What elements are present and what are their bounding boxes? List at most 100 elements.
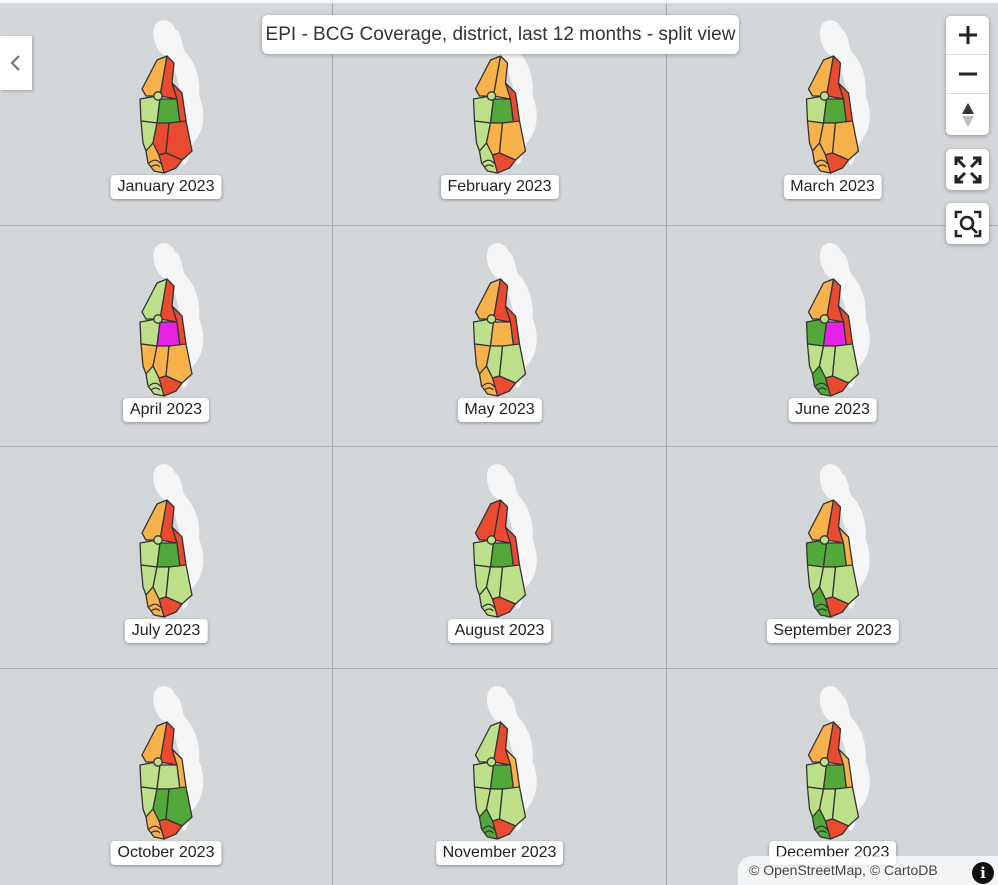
district-region[interactable] <box>822 542 848 568</box>
district-region[interactable] <box>478 365 499 397</box>
district-map[interactable] <box>333 447 666 668</box>
district-map[interactable] <box>0 226 332 446</box>
district-map[interactable] <box>667 226 998 446</box>
town-marker[interactable] <box>819 314 830 324</box>
town-marker[interactable] <box>486 91 497 101</box>
zoom-out-button[interactable] <box>946 55 989 94</box>
district-region[interactable] <box>165 343 193 384</box>
region-boundary <box>484 387 494 391</box>
district-region[interactable] <box>811 586 832 618</box>
fullscreen-button[interactable] <box>946 149 989 190</box>
district-region[interactable] <box>811 365 832 397</box>
district-region[interactable] <box>822 98 848 124</box>
district-region[interactable] <box>141 721 168 763</box>
split-map-view[interactable]: January 2023 February 2023 March 2023 April… <box>0 3 998 885</box>
map-panel[interactable]: July 2023 <box>0 447 332 668</box>
district-region[interactable] <box>165 786 193 827</box>
district-region[interactable] <box>807 721 835 763</box>
district-region[interactable] <box>478 586 499 618</box>
land-area <box>486 243 537 388</box>
district-region[interactable] <box>478 142 499 174</box>
district-region[interactable] <box>145 365 165 397</box>
zoom-to-extent-button[interactable] <box>946 203 989 244</box>
district-region[interactable] <box>141 278 168 320</box>
map-panel[interactable]: June 2023 <box>667 226 998 446</box>
district-map[interactable] <box>0 447 332 668</box>
district-region[interactable] <box>822 321 848 347</box>
district-region[interactable] <box>831 786 860 827</box>
district-map[interactable] <box>667 669 998 885</box>
district-region[interactable] <box>145 586 165 618</box>
town-marker[interactable] <box>486 314 497 324</box>
district-region[interactable] <box>165 120 193 161</box>
district-region[interactable] <box>156 764 181 790</box>
district-region[interactable] <box>498 120 527 161</box>
district-region[interactable] <box>165 564 193 605</box>
panel-divider <box>0 446 998 447</box>
map-panel[interactable]: September 2023 <box>667 447 998 668</box>
district-region[interactable] <box>807 278 835 320</box>
district-region[interactable] <box>807 55 835 97</box>
town-marker[interactable] <box>153 91 163 101</box>
month-label: September 2023 <box>766 619 899 643</box>
district-region[interactable] <box>474 278 502 320</box>
district-region[interactable] <box>498 786 527 827</box>
district-region[interactable] <box>145 808 165 840</box>
region-boundary <box>148 825 162 831</box>
map-panel[interactable]: April 2023 <box>0 226 332 446</box>
land-area <box>153 20 204 165</box>
district-region[interactable] <box>489 321 515 347</box>
district-region[interactable] <box>474 499 502 541</box>
map-attribution[interactable]: © OpenStreetMap, © CartoDB <box>738 856 998 885</box>
district-region[interactable] <box>489 542 515 568</box>
district-region[interactable] <box>474 721 502 763</box>
town-marker[interactable] <box>819 91 830 101</box>
town-marker[interactable] <box>819 535 830 545</box>
district-region[interactable] <box>156 98 181 124</box>
town-marker[interactable] <box>486 535 497 545</box>
district-map[interactable] <box>333 3 666 225</box>
district-region[interactable] <box>811 808 832 840</box>
district-region[interactable] <box>156 321 181 347</box>
district-map[interactable] <box>333 669 666 885</box>
district-map[interactable] <box>667 447 998 668</box>
district-region[interactable] <box>498 343 527 384</box>
district-map[interactable] <box>333 226 666 446</box>
land-area <box>819 464 870 609</box>
info-icon[interactable]: i <box>972 862 994 884</box>
town-marker[interactable] <box>486 757 497 767</box>
town-marker[interactable] <box>153 757 163 767</box>
map-panel[interactable]: October 2023 <box>0 669 332 885</box>
map-panel[interactable]: December 2023 <box>667 669 998 885</box>
district-region[interactable] <box>156 542 181 568</box>
reset-bearing-button[interactable] <box>946 94 989 135</box>
district-map[interactable] <box>0 669 332 885</box>
district-region[interactable] <box>489 98 515 124</box>
district-region[interactable] <box>822 764 848 790</box>
map-panel[interactable]: August 2023 <box>333 447 666 668</box>
district-region[interactable] <box>489 764 515 790</box>
town-marker[interactable] <box>819 757 830 767</box>
district-region[interactable] <box>831 120 860 161</box>
district-map[interactable] <box>667 3 998 225</box>
district-region[interactable] <box>145 142 165 174</box>
district-region[interactable] <box>141 499 168 541</box>
district-region[interactable] <box>831 564 860 605</box>
district-region[interactable] <box>478 808 499 840</box>
district-region[interactable] <box>141 55 168 97</box>
district-map[interactable] <box>0 3 332 225</box>
map-panel[interactable]: November 2023 <box>333 669 666 885</box>
region-boundary <box>484 164 494 168</box>
district-region[interactable] <box>831 343 860 384</box>
town-marker[interactable] <box>153 535 163 545</box>
collapse-panel-button[interactable] <box>0 36 32 90</box>
town-marker[interactable] <box>153 314 163 324</box>
district-region[interactable] <box>498 564 527 605</box>
district-region[interactable] <box>807 499 835 541</box>
region-boundary <box>482 603 495 609</box>
district-region[interactable] <box>811 142 832 174</box>
district-region[interactable] <box>474 55 502 97</box>
map-panel[interactable]: May 2023 <box>333 226 666 446</box>
region-boundary <box>815 159 828 165</box>
zoom-in-button[interactable] <box>946 16 989 55</box>
